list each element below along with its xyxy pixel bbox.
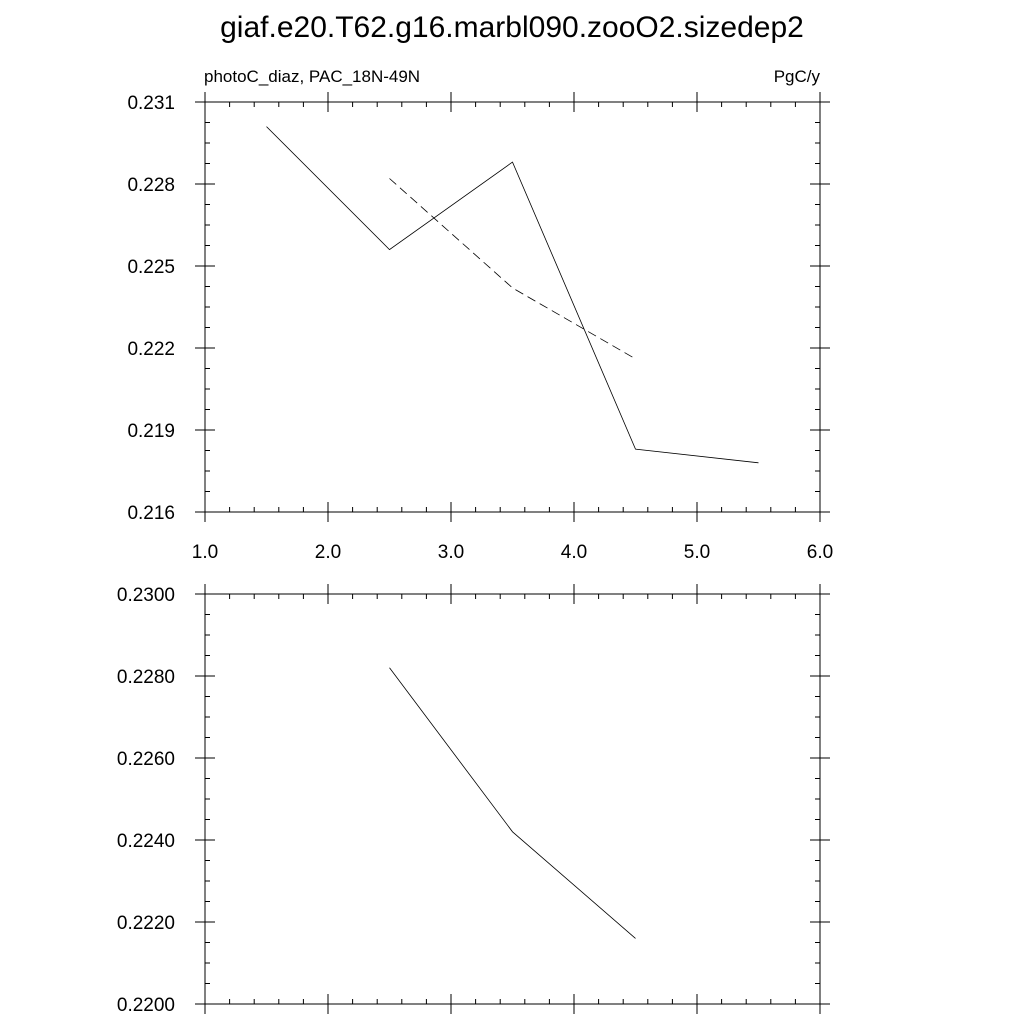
bottom-panel-y-tick-label: 0.2200 <box>117 995 175 1016</box>
top-panel-frame <box>204 101 821 513</box>
top-panel-x-tick-label: 1.0 <box>192 542 218 563</box>
bottom-panel-series-solid-line <box>389 667 636 939</box>
top-panel-x-tick-label: 2.0 <box>315 542 341 563</box>
top-panel-y-tick-label: 0.222 <box>127 339 175 360</box>
top-panel-x-tick-label: 6.0 <box>807 542 833 563</box>
bottom-panel-y-tick-label: 0.2240 <box>117 831 175 852</box>
top-panel-x-tick-label: 4.0 <box>561 542 587 563</box>
top-panel-x-tick-label: 5.0 <box>684 542 710 563</box>
bottom-panel-y-tick-label: 0.2260 <box>117 749 175 770</box>
top-panel-y-tick-label: 0.231 <box>127 93 175 114</box>
top-panel-y-tick-label: 0.219 <box>127 421 175 442</box>
bottom-panel-frame <box>204 593 821 1005</box>
top-panel: photoC_diaz, PAC_18N-49N PgC/y 1.0 2.0 3.0… <box>127 67 833 563</box>
top-panel-right-label: PgC/y <box>774 67 821 86</box>
top-panel-y-tick-label: 0.225 <box>127 257 175 278</box>
top-panel-y-tick-label: 0.216 <box>127 503 175 524</box>
top-panel-series-solid-line <box>266 126 759 464</box>
bottom-panel-y-tick-label: 0.2220 <box>117 913 175 934</box>
bottom-panel-y-tick-label: 0.2280 <box>117 667 175 688</box>
top-panel-series-dashed-line <box>389 178 636 360</box>
bottom-panel-y-tick-label: 0.2300 <box>117 585 175 606</box>
bottom-panel: 0.2200 0.2220 0.2240 0.2260 0.2280 0.2300 <box>117 584 830 1016</box>
top-panel-left-label: photoC_diaz, PAC_18N-49N <box>204 67 420 86</box>
top-panel-x-tick-label: 3.0 <box>438 542 464 563</box>
top-panel-y-tick-label: 0.228 <box>127 175 175 196</box>
chart-title: giaf.e20.T62.g16.marbl090.zooO2.sizedep2 <box>220 11 804 44</box>
